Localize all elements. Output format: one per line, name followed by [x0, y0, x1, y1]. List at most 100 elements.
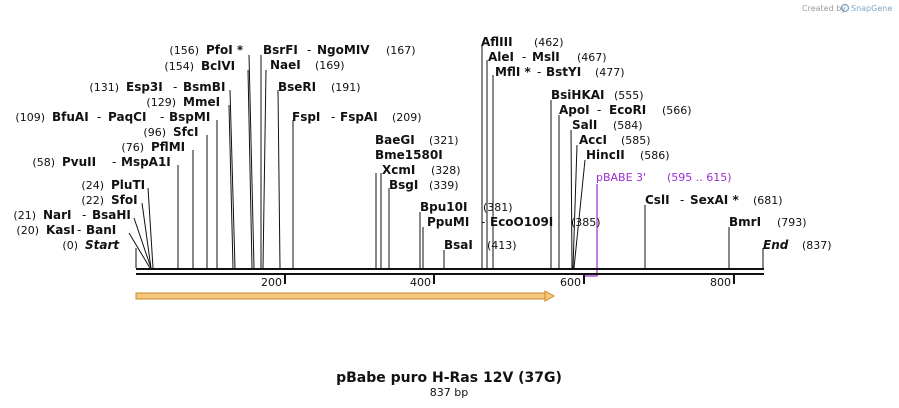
site-position: (154): [164, 60, 194, 73]
site-line: [277, 89, 281, 269]
site-name: XcmI: [382, 163, 415, 177]
site-position: (339): [429, 179, 459, 192]
site-position: (462): [534, 36, 564, 49]
site-name: AleI: [488, 50, 514, 64]
site-position: (328): [431, 164, 461, 177]
site-separator: -: [597, 103, 601, 117]
site-name: BclVI: [201, 59, 235, 73]
site-line: [229, 89, 236, 269]
site-name: FspI: [292, 110, 320, 124]
site-name: MflI *: [495, 65, 531, 79]
site-name: BfuAI: [52, 110, 89, 124]
site-name: BsrFI: [263, 43, 298, 57]
site-separator: -: [680, 193, 684, 207]
axis-tick-label: 800: [710, 276, 731, 289]
site-alt2-name: BspMI: [169, 110, 210, 124]
site-line: [128, 232, 151, 269]
site-position: (681): [753, 194, 783, 207]
site-separator: -: [173, 80, 177, 94]
site-position: (20): [16, 224, 39, 237]
site-line: [572, 144, 578, 269]
site-position: (555): [614, 89, 644, 102]
site-line: [570, 129, 573, 269]
site-position: (169): [315, 59, 345, 72]
site-separator: -: [77, 223, 81, 237]
site-name: BseRI: [278, 80, 316, 94]
site-alt-name: SexAI *: [690, 193, 739, 207]
site-separator: -: [307, 43, 311, 57]
site-name: PfoI *: [206, 43, 244, 57]
site-position: (21): [13, 209, 36, 222]
site-line: [573, 159, 586, 269]
site-name: PluTI: [111, 178, 145, 192]
site-position: (76): [121, 141, 144, 154]
site-position: (109): [15, 111, 45, 124]
site-alt-name: BsaHI: [92, 208, 131, 222]
site-name: SfoI: [111, 193, 138, 207]
site-name: PvuII: [62, 155, 96, 169]
site-position: (413): [487, 239, 517, 252]
site-position: (131): [89, 81, 119, 94]
site-position: (321): [429, 134, 459, 147]
site-position: (477): [595, 66, 625, 79]
site-name: AflIII: [481, 35, 513, 49]
site-name: SalI: [572, 118, 597, 132]
site-name: HincII: [586, 148, 625, 162]
site-line: [147, 187, 154, 269]
site-separator: -: [537, 65, 541, 79]
site-position: (209): [392, 111, 422, 124]
site-position: (566): [662, 104, 692, 117]
site-alt-name: EcoO109I: [490, 215, 553, 229]
site-position: (585): [621, 134, 651, 147]
axis-tick-marks: [284, 275, 735, 284]
site-alt-name: PaqCI: [108, 110, 146, 124]
site-separator: -: [522, 50, 526, 64]
terminus-label-start: Start: [85, 238, 120, 252]
snapgene-logo-icon: [840, 3, 850, 13]
site-position: (381): [483, 201, 513, 214]
site-alt-name: BanI: [86, 223, 116, 237]
map-length: 837 bp: [430, 386, 468, 399]
site-position: (156): [169, 44, 199, 57]
site-position: (584): [613, 119, 643, 132]
site-alt-name: MspA1I: [121, 155, 171, 169]
site-alt-name: BstYI: [546, 65, 581, 79]
site-name: SfcI: [173, 125, 198, 139]
site-position: (24): [81, 179, 104, 192]
site-separator: -: [97, 110, 101, 124]
site-lines: [128, 45, 764, 269]
brand-text: SnapGene: [851, 4, 892, 13]
site-name: BmrI: [729, 215, 761, 229]
site-separator: -: [331, 110, 335, 124]
site-line: [247, 69, 253, 269]
feature-label: pBABE 3': [596, 171, 646, 184]
site-position: (96): [143, 126, 166, 139]
map-title: pBabe puro H-Ras 12V (37G): [336, 370, 562, 386]
orf-arrow: [135, 290, 556, 302]
site-name: Bpu10I: [420, 200, 467, 214]
site-position: (167): [386, 44, 416, 57]
site-name: ApoI: [559, 103, 590, 117]
site-name: BaeGI: [375, 133, 415, 147]
site-name: BsgI: [389, 178, 418, 192]
credit-text: Created by: [802, 4, 846, 13]
site-alt-name: BsmBI: [183, 80, 225, 94]
site-position: (22): [81, 194, 104, 207]
site-name: NaeI: [270, 58, 301, 72]
site-position: (793): [777, 216, 807, 229]
site-position: (385): [571, 216, 601, 229]
site-position: (0): [62, 239, 78, 252]
site-separator: -: [112, 155, 116, 169]
site-separator: -: [481, 215, 485, 229]
site-line: [248, 54, 255, 269]
site-name: KasI: [46, 223, 75, 237]
site-name: Bme1580I: [375, 148, 443, 162]
sequence-backbone-lower: [136, 273, 764, 275]
site-position: (58): [32, 156, 55, 169]
site-separator: -: [160, 110, 164, 124]
site-name: NarI: [43, 208, 72, 222]
site-name: Esp3I: [126, 80, 163, 94]
site-name: AccI: [579, 133, 607, 147]
axis-tick-label: 200: [261, 276, 282, 289]
